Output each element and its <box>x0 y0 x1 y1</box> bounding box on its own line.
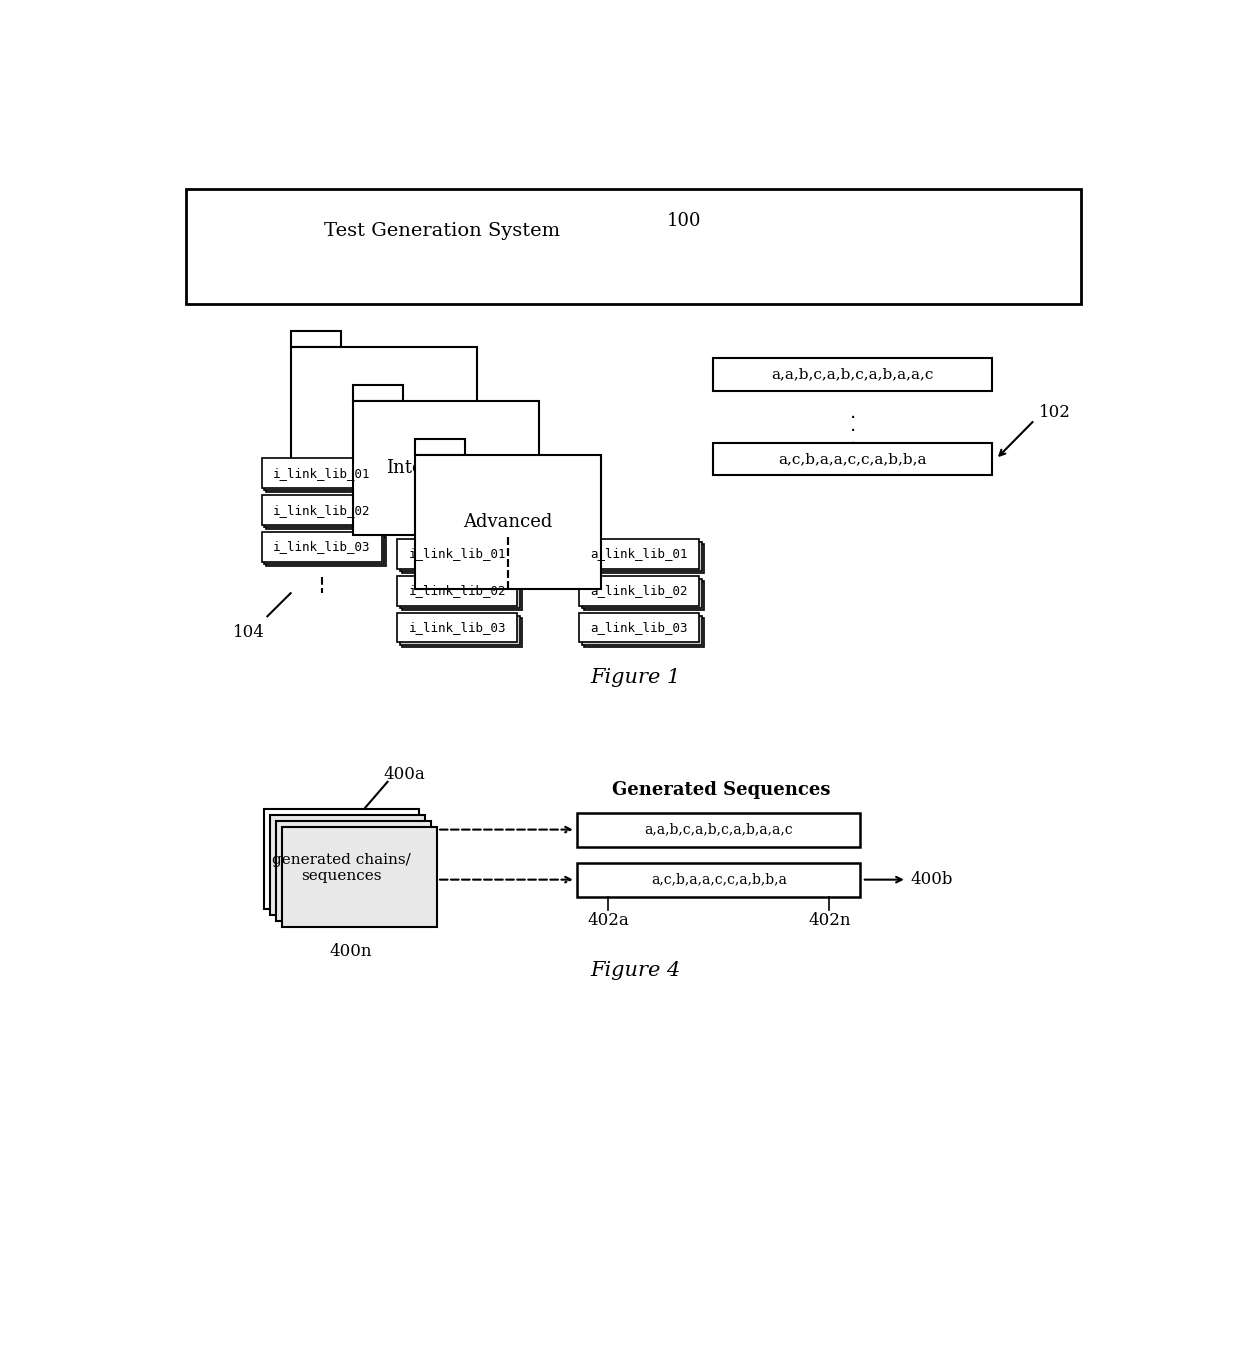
Text: 400n: 400n <box>329 942 372 960</box>
Text: 100: 100 <box>667 212 701 230</box>
Bar <box>402 580 522 610</box>
Text: 402a: 402a <box>588 913 629 929</box>
Bar <box>579 613 699 643</box>
Bar <box>267 500 387 529</box>
Text: 402n: 402n <box>808 913 851 929</box>
Bar <box>262 495 382 525</box>
Text: 104: 104 <box>233 624 264 641</box>
Bar <box>579 539 699 568</box>
Bar <box>264 498 384 526</box>
Bar <box>186 189 1081 305</box>
Text: Test Generation System: Test Generation System <box>324 223 559 240</box>
Bar <box>584 580 704 610</box>
Text: a_link_lib_02: a_link_lib_02 <box>590 585 688 598</box>
Text: i_link_lib_01: i_link_lib_01 <box>273 467 371 479</box>
Bar <box>713 358 992 390</box>
Text: i_link_lib_01: i_link_lib_01 <box>408 548 506 560</box>
Text: .: . <box>849 429 856 448</box>
Text: Figure 1: Figure 1 <box>590 668 681 687</box>
Text: a,a,b,c,a,b,c,a,b,a,a,c: a,a,b,c,a,b,c,a,b,a,a,c <box>645 822 794 837</box>
Bar <box>578 813 861 846</box>
Text: Generated Sequences: Generated Sequences <box>611 780 830 799</box>
Bar <box>352 401 538 536</box>
Text: a_link_lib_03: a_link_lib_03 <box>590 621 688 634</box>
Text: Intermediate: Intermediate <box>386 459 505 477</box>
Bar <box>399 541 520 571</box>
Bar <box>414 439 465 455</box>
Bar <box>579 576 699 606</box>
Bar <box>290 331 341 347</box>
Text: 400a: 400a <box>383 767 425 783</box>
Bar <box>270 815 424 915</box>
Bar <box>414 455 600 590</box>
Bar <box>264 535 384 564</box>
Text: i_link_lib_02: i_link_lib_02 <box>273 504 371 517</box>
Text: i_link_lib_02: i_link_lib_02 <box>408 585 506 598</box>
Bar <box>584 544 704 574</box>
Bar <box>352 385 403 401</box>
Text: .: . <box>849 416 856 435</box>
Text: a,a,b,c,a,b,c,a,b,a,a,c: a,a,b,c,a,b,c,a,b,a,a,c <box>771 367 934 382</box>
Bar <box>397 613 517 643</box>
Bar <box>263 809 419 909</box>
Text: 102: 102 <box>1039 404 1070 421</box>
Bar <box>582 616 702 645</box>
Bar <box>283 828 438 927</box>
Text: .: . <box>849 402 856 421</box>
Text: 400b: 400b <box>910 871 954 888</box>
Bar <box>399 616 520 645</box>
Bar <box>264 460 384 490</box>
Text: Basic: Basic <box>360 405 408 423</box>
Bar <box>402 544 522 574</box>
Bar <box>275 821 432 921</box>
Bar <box>267 463 387 493</box>
Bar <box>713 443 992 475</box>
Bar <box>402 618 522 647</box>
Bar <box>399 579 520 608</box>
Text: i_link_lib_03: i_link_lib_03 <box>408 621 506 634</box>
Bar <box>397 576 517 606</box>
Text: i_link_lib_03: i_link_lib_03 <box>273 540 371 553</box>
Text: a_link_lib_01: a_link_lib_01 <box>590 548 688 560</box>
Text: Advanced: Advanced <box>463 513 552 531</box>
Text: Figure 4: Figure 4 <box>590 961 681 980</box>
Bar <box>262 459 382 487</box>
Bar <box>582 541 702 571</box>
Bar <box>290 347 476 482</box>
Bar <box>584 618 704 647</box>
Bar <box>397 539 517 568</box>
Bar <box>262 532 382 562</box>
Text: generated chains/
sequences: generated chains/ sequences <box>272 853 410 883</box>
Bar <box>578 863 861 896</box>
Bar <box>267 537 387 566</box>
Bar <box>582 579 702 608</box>
Text: a,c,b,a,a,c,c,a,b,b,a: a,c,b,a,a,c,c,a,b,b,a <box>651 872 786 887</box>
Text: a,c,b,a,a,c,c,a,b,b,a: a,c,b,a,a,c,c,a,b,b,a <box>779 452 926 466</box>
